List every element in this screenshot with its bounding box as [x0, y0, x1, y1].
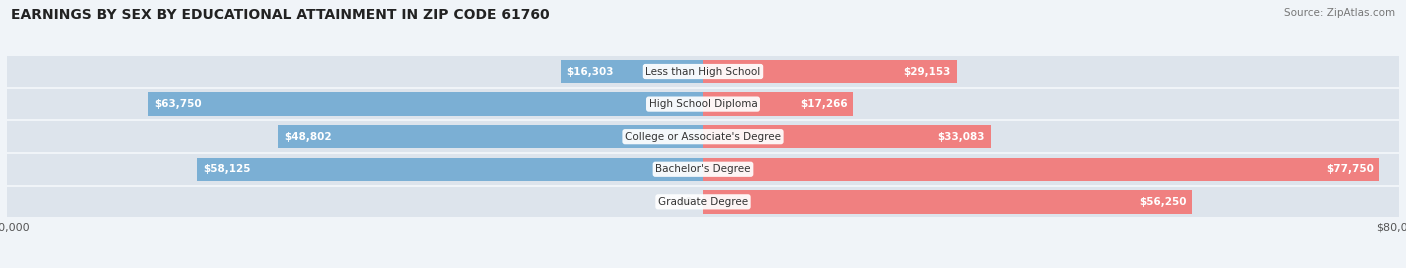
Bar — [561, 60, 703, 83]
Bar — [7, 56, 1399, 87]
Text: High School Diploma: High School Diploma — [648, 99, 758, 109]
Text: $17,266: $17,266 — [800, 99, 848, 109]
Text: $77,750: $77,750 — [1326, 164, 1374, 174]
Text: $33,083: $33,083 — [938, 132, 986, 142]
Text: $29,153: $29,153 — [904, 66, 950, 77]
Bar — [149, 92, 703, 116]
Text: Source: ZipAtlas.com: Source: ZipAtlas.com — [1284, 8, 1395, 18]
Text: Graduate Degree: Graduate Degree — [658, 197, 748, 207]
Bar — [703, 60, 956, 83]
Bar — [197, 158, 703, 181]
Bar — [703, 158, 1379, 181]
Bar — [703, 190, 1192, 214]
Bar — [7, 89, 1399, 120]
Bar — [7, 154, 1399, 185]
Text: College or Associate's Degree: College or Associate's Degree — [626, 132, 780, 142]
Bar — [703, 92, 853, 116]
Text: EARNINGS BY SEX BY EDUCATIONAL ATTAINMENT IN ZIP CODE 61760: EARNINGS BY SEX BY EDUCATIONAL ATTAINMEN… — [11, 8, 550, 22]
Bar — [7, 187, 1399, 217]
Bar — [703, 125, 991, 148]
Text: $16,303: $16,303 — [567, 66, 614, 77]
Text: Bachelor's Degree: Bachelor's Degree — [655, 164, 751, 174]
Text: $56,250: $56,250 — [1139, 197, 1187, 207]
Text: $63,750: $63,750 — [155, 99, 201, 109]
Bar — [278, 125, 703, 148]
Bar — [7, 121, 1399, 152]
Text: $58,125: $58,125 — [202, 164, 250, 174]
Text: $0: $0 — [678, 197, 693, 207]
Text: Less than High School: Less than High School — [645, 66, 761, 77]
Text: $48,802: $48,802 — [284, 132, 332, 142]
